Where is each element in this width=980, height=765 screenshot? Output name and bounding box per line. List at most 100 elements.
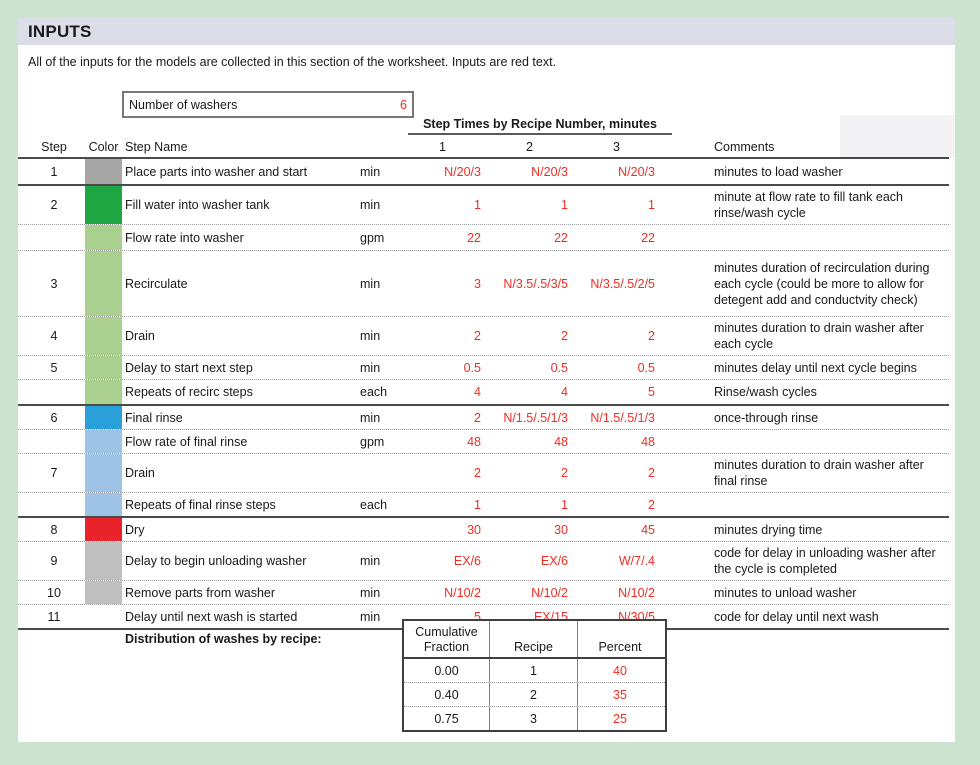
recipe-3-value-cell[interactable]: W/7/.4 — [618, 554, 655, 568]
recipe-1-value-cell[interactable]: 2 — [474, 466, 481, 480]
comment-cell: minute at flow rate to fill tank each ri… — [714, 190, 903, 220]
recipe-2-value-cell[interactable]: 2 — [561, 466, 568, 480]
step-name-cell: Recirculate — [125, 276, 188, 291]
column-header-step: Step — [41, 140, 67, 154]
unit-cell: min — [360, 609, 381, 624]
recipe-1-value-cell[interactable]: 3 — [474, 276, 481, 291]
step-name-cell: Flow rate into washer — [125, 230, 244, 245]
comment-cell: minutes drying time — [714, 522, 823, 537]
recipe-3-value-cell[interactable]: 1 — [648, 198, 655, 212]
recipe-3-value-cell[interactable]: 2 — [648, 497, 655, 512]
step-number-cell: 3 — [50, 276, 58, 291]
recipe-2-value-cell[interactable]: N/3.5/.5/3/5 — [503, 276, 568, 291]
table-row: 5 Delay to start next step min 0.5 0.5 0.5 min… — [18, 356, 949, 380]
recipe-2-value-cell[interactable]: 2 — [561, 329, 568, 343]
recipe-2-value-cell[interactable]: EX/6 — [540, 554, 568, 568]
recipe-2-value-cell[interactable]: N/20/3 — [531, 164, 568, 179]
step-number-cell: 6 — [50, 410, 58, 425]
recipe-3-value-cell[interactable]: 5 — [648, 385, 655, 399]
recipe-1-value-cell[interactable]: 1 — [474, 198, 481, 212]
recipe-2-value-cell[interactable]: 1 — [561, 198, 568, 212]
percent-cell[interactable]: 40 — [577, 659, 662, 682]
step-number-cell: 9 — [50, 554, 58, 568]
color-swatch — [85, 454, 122, 492]
recipe-3-value-cell[interactable]: 2 — [648, 329, 655, 343]
color-swatch — [85, 493, 122, 516]
recipe-2-value-cell[interactable]: 48 — [554, 434, 568, 449]
color-swatch — [85, 542, 122, 580]
steps-table-body: 1 Place parts into washer and start min N/2… — [18, 157, 949, 630]
worksheet: INPUTS All of the inputs for the models … — [18, 18, 955, 742]
recipe-2-value-cell[interactable]: N/1.5/.5/1/3 — [503, 410, 568, 425]
recipe-3-value-cell[interactable]: 22 — [641, 230, 655, 245]
recipe-2-value-cell[interactable]: 4 — [561, 385, 568, 399]
unit-cell: min — [360, 164, 381, 179]
recipe-2-value-cell[interactable]: 30 — [554, 522, 568, 537]
step-number-cell: 5 — [50, 360, 58, 375]
column-header-comments: Comments — [714, 140, 775, 154]
section-title-bar: INPUTS — [18, 18, 955, 45]
comment-cell: once-through rinse — [714, 410, 819, 425]
distribution-header-text: Percent — [598, 639, 642, 654]
step-name-cell: Drain — [125, 466, 155, 480]
unit-cell: each — [360, 385, 388, 399]
step-number-cell: 2 — [50, 198, 58, 212]
table-row: 9 Delay to begin unloading washer min EX/6 E… — [18, 542, 949, 581]
recipe-1-value-cell[interactable]: N/20/3 — [444, 164, 481, 179]
unit-cell: min — [360, 276, 381, 291]
recipe-1-value-cell[interactable]: 22 — [467, 230, 481, 245]
recipe-3-value-cell[interactable]: 45 — [641, 522, 655, 537]
step-number-cell: 7 — [50, 466, 58, 480]
recipe-2-value-cell[interactable]: 22 — [554, 230, 568, 245]
recipe-3-value-cell[interactable]: 48 — [641, 434, 655, 449]
column-header-row: Step Color Step Name 1 2 3 Comments — [18, 140, 955, 157]
step-name-cell: Delay until next wash is started — [125, 609, 298, 624]
column-header-color: Color — [88, 140, 119, 154]
column-header-recipe-3: 3 — [613, 140, 620, 154]
recipe-1-value-cell[interactable]: N/10/2 — [444, 585, 481, 600]
percent-cell[interactable]: 25 — [577, 707, 662, 730]
column-header-step-name: Step Name — [125, 140, 188, 154]
recipe-1-value-cell[interactable]: 48 — [467, 434, 481, 449]
color-swatch — [85, 518, 122, 541]
recipe-2-value-cell[interactable]: N/10/2 — [531, 585, 568, 600]
number-of-washers-value[interactable]: 6 — [400, 97, 407, 112]
comment-cell: minutes delay until next cycle begins — [714, 360, 917, 375]
recipe-3-value-cell[interactable]: 2 — [648, 466, 655, 480]
column-header-recipe-2: 2 — [526, 140, 533, 154]
recipe-3-value-cell[interactable]: N/1.5/.5/1/3 — [590, 410, 655, 425]
comment-cell: code for delay in unloading washer after… — [714, 546, 936, 576]
color-swatch — [85, 380, 122, 404]
color-swatch — [85, 186, 122, 224]
table-row: 6 Final rinse min 2 N/1.5/.5/1/3 N/1.5/.5/1/3… — [18, 406, 949, 430]
recipe-2-value-cell[interactable]: 0.5 — [550, 360, 568, 375]
unit-cell: min — [360, 410, 381, 425]
comment-cell: minutes to unload washer — [714, 585, 857, 600]
recipe-1-value-cell[interactable]: 0.5 — [463, 360, 481, 375]
distribution-row: 0.40 2 35 — [404, 682, 665, 706]
recipe-1-value-cell[interactable]: 5 — [474, 609, 481, 624]
cumulative-fraction-cell: 0.40 — [434, 687, 459, 702]
comment-cell — [714, 502, 949, 508]
distribution-header-cell: Cumulative Fraction — [404, 621, 489, 657]
recipe-1-value-cell[interactable]: 4 — [474, 385, 481, 399]
percent-cell[interactable]: 35 — [577, 683, 662, 706]
recipe-3-value-cell[interactable]: 0.5 — [637, 360, 655, 375]
color-swatch — [85, 406, 122, 429]
unit-cell: min — [360, 329, 381, 343]
comment-cell: minutes duration of recirculation during… — [714, 260, 930, 307]
recipe-3-value-cell[interactable]: N/3.5/.5/2/5 — [590, 276, 655, 291]
recipe-1-value-cell[interactable]: 1 — [474, 497, 481, 512]
recipe-1-value-cell[interactable]: 2 — [474, 329, 481, 343]
table-row: 1 Place parts into washer and start min N/2… — [18, 159, 949, 186]
unit-cell: gpm — [360, 230, 385, 245]
recipe-cell: 2 — [489, 683, 577, 706]
table-row: 7 Drain 2 2 2 minutes duration to drain washe… — [18, 454, 949, 493]
recipe-1-value-cell[interactable]: 30 — [467, 522, 481, 537]
recipe-1-value-cell[interactable]: 2 — [474, 410, 481, 425]
recipe-1-value-cell[interactable]: EX/6 — [453, 554, 481, 568]
recipe-3-value-cell[interactable]: N/20/3 — [618, 164, 655, 179]
recipe-2-value-cell[interactable]: 1 — [561, 497, 568, 512]
cumulative-fraction-cell: 0.00 — [434, 663, 459, 678]
recipe-3-value-cell[interactable]: N/10/2 — [618, 585, 655, 600]
